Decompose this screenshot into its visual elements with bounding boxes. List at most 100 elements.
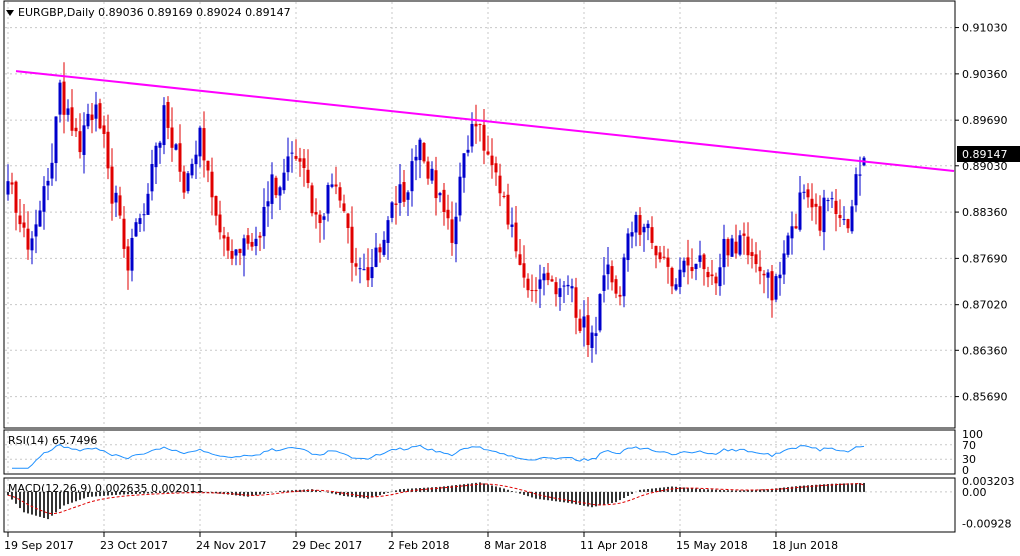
macd-panel-frame bbox=[3, 477, 956, 533]
y-tick-label: 0.91030 bbox=[962, 22, 1008, 35]
candle-body bbox=[638, 215, 642, 235]
candle-body bbox=[846, 219, 850, 229]
candle-body bbox=[310, 185, 314, 214]
candle-body bbox=[526, 278, 530, 291]
candle-body bbox=[242, 238, 246, 256]
candle-body bbox=[30, 238, 34, 251]
candle-body bbox=[114, 192, 118, 203]
candlestick-series bbox=[6, 62, 866, 363]
candle-body bbox=[298, 158, 302, 162]
candle-body bbox=[74, 127, 78, 132]
candle-body bbox=[294, 156, 298, 159]
candle-body bbox=[570, 286, 574, 289]
candle-body bbox=[602, 275, 606, 291]
candle-body bbox=[90, 114, 94, 120]
candle-body bbox=[202, 128, 206, 161]
candle-body bbox=[130, 237, 134, 271]
candle-body bbox=[58, 82, 62, 115]
rsi-panel-frame bbox=[3, 429, 956, 475]
x-tick-label: 19 Sep 2017 bbox=[4, 539, 74, 552]
candle-body bbox=[394, 203, 398, 205]
macd-series bbox=[7, 482, 865, 520]
collapse-triangle-icon[interactable] bbox=[6, 10, 14, 16]
candle-body bbox=[746, 236, 750, 256]
rsi-header: RSI(14) 65.7496 bbox=[8, 434, 97, 447]
candle-body bbox=[410, 161, 414, 192]
candle-body bbox=[666, 257, 670, 267]
candle-body bbox=[302, 158, 306, 169]
candle-body bbox=[538, 279, 542, 289]
candle-body bbox=[438, 193, 442, 196]
grid-lines bbox=[5, 2, 954, 531]
candle-body bbox=[286, 156, 290, 173]
rsi-y-label: 30 bbox=[962, 453, 976, 466]
candle-body bbox=[722, 238, 726, 268]
candle-body bbox=[738, 235, 742, 255]
candle-body bbox=[42, 186, 46, 212]
candle-body bbox=[342, 203, 346, 212]
candle-body bbox=[154, 145, 158, 168]
candle-body bbox=[814, 203, 818, 207]
candle-body bbox=[430, 168, 434, 181]
rsi-series bbox=[12, 443, 865, 469]
candle-body bbox=[470, 123, 474, 147]
candle-body bbox=[478, 124, 482, 126]
candle-body bbox=[162, 105, 166, 146]
candle-body bbox=[606, 264, 610, 275]
candle-body bbox=[166, 101, 170, 128]
candle-body bbox=[278, 187, 282, 196]
candle-body bbox=[386, 220, 390, 243]
candle-body bbox=[82, 125, 86, 155]
y-tick-label: 0.89030 bbox=[962, 160, 1008, 173]
candle-body bbox=[554, 282, 558, 295]
candle-body bbox=[346, 213, 350, 229]
candle-body bbox=[778, 274, 782, 279]
candle-body bbox=[206, 160, 210, 171]
candle-body bbox=[590, 332, 594, 348]
macd-y-label: 0.003203 bbox=[962, 475, 1015, 488]
candle-body bbox=[458, 176, 462, 216]
candle-body bbox=[66, 108, 70, 115]
candle-body bbox=[142, 214, 146, 216]
candle-body bbox=[330, 184, 334, 187]
x-tick-label: 23 Oct 2017 bbox=[100, 539, 168, 552]
candle-body bbox=[378, 247, 382, 253]
candle-body bbox=[586, 315, 590, 346]
candle-body bbox=[50, 162, 54, 179]
y-tick-label: 0.86360 bbox=[962, 344, 1008, 357]
candle-body bbox=[710, 274, 714, 277]
candle-body bbox=[382, 239, 386, 255]
candle-body bbox=[806, 189, 810, 198]
candle-body bbox=[158, 142, 162, 148]
candle-body bbox=[518, 254, 522, 265]
candle-body bbox=[486, 151, 490, 155]
resistance-trendline bbox=[15, 70, 955, 173]
candle-body bbox=[178, 143, 182, 172]
candle-body bbox=[582, 316, 586, 328]
candle-body bbox=[46, 180, 50, 186]
candle-body bbox=[734, 241, 738, 254]
candle-body bbox=[534, 290, 538, 292]
y-axis-labels: 0.91030 0.90360 0.89690 0.89030 0.88360 0.876… bbox=[955, 22, 1015, 530]
candle-body bbox=[194, 154, 198, 165]
candle-body bbox=[830, 198, 834, 200]
candle-body bbox=[798, 192, 802, 230]
candle-body bbox=[354, 263, 358, 267]
candle-body bbox=[482, 124, 486, 151]
y-tick-label: 0.87020 bbox=[962, 299, 1008, 312]
candle-body bbox=[390, 202, 394, 218]
candle-body bbox=[374, 247, 378, 267]
candle-body bbox=[34, 224, 38, 237]
candle-body bbox=[466, 149, 470, 153]
candle-body bbox=[182, 171, 186, 193]
candle-body bbox=[6, 181, 10, 195]
x-tick-label: 11 Apr 2018 bbox=[580, 539, 648, 552]
candle-body bbox=[490, 155, 494, 166]
candle-body bbox=[462, 153, 466, 178]
candle-body bbox=[842, 219, 846, 221]
candle-body bbox=[434, 170, 438, 199]
candle-body bbox=[750, 252, 754, 256]
candle-body bbox=[14, 181, 18, 213]
candle-body bbox=[578, 318, 582, 331]
candle-body bbox=[762, 273, 766, 276]
